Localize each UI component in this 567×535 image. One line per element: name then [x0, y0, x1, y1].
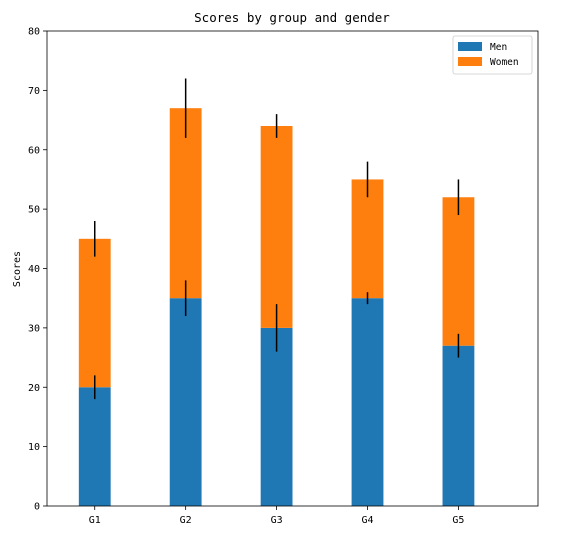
bar-men-g1	[78, 387, 111, 506]
legend-swatch-men	[458, 42, 482, 51]
y-tick-label: 30	[28, 323, 40, 334]
plot-area: 0 10 20 30 40 50 60 70 80 G1 G2 G3 G4 G5	[28, 27, 475, 526]
bar-women-g5	[442, 197, 475, 346]
y-tick-label: 20	[28, 383, 40, 394]
bar-men-g4	[351, 298, 384, 506]
x-tick-label: G2	[180, 515, 192, 526]
y-tick-label: 40	[28, 264, 40, 275]
y-tick-label: 50	[28, 205, 40, 216]
x-tick-label: G5	[452, 515, 464, 526]
legend-swatch-women	[458, 57, 482, 66]
x-tick-label: G3	[271, 515, 283, 526]
bar-men-g3	[260, 327, 293, 506]
bar-men-g2	[169, 298, 202, 506]
chart-title: Scores by group and gender	[194, 10, 390, 25]
y-tick-label: 70	[28, 86, 40, 97]
y-axis-label: Scores	[12, 251, 23, 287]
y-tick-label: 10	[28, 442, 40, 453]
legend: Men Women	[452, 35, 533, 75]
y-tick-label: 80	[28, 27, 40, 38]
bar-women-g4	[351, 179, 384, 299]
legend-label-women: Women	[490, 57, 519, 68]
bar-women-g1	[78, 238, 111, 388]
y-tick-label: 0	[34, 502, 40, 513]
legend-label-men: Men	[490, 42, 507, 53]
plot-frame	[46, 30, 539, 507]
x-tick-label: G4	[361, 515, 373, 526]
x-tick-label: G1	[89, 515, 101, 526]
bar-women-g2	[169, 108, 202, 299]
bar-women-g3	[260, 126, 293, 328]
y-tick-label: 60	[28, 145, 40, 156]
bar-men-g5	[442, 345, 475, 506]
